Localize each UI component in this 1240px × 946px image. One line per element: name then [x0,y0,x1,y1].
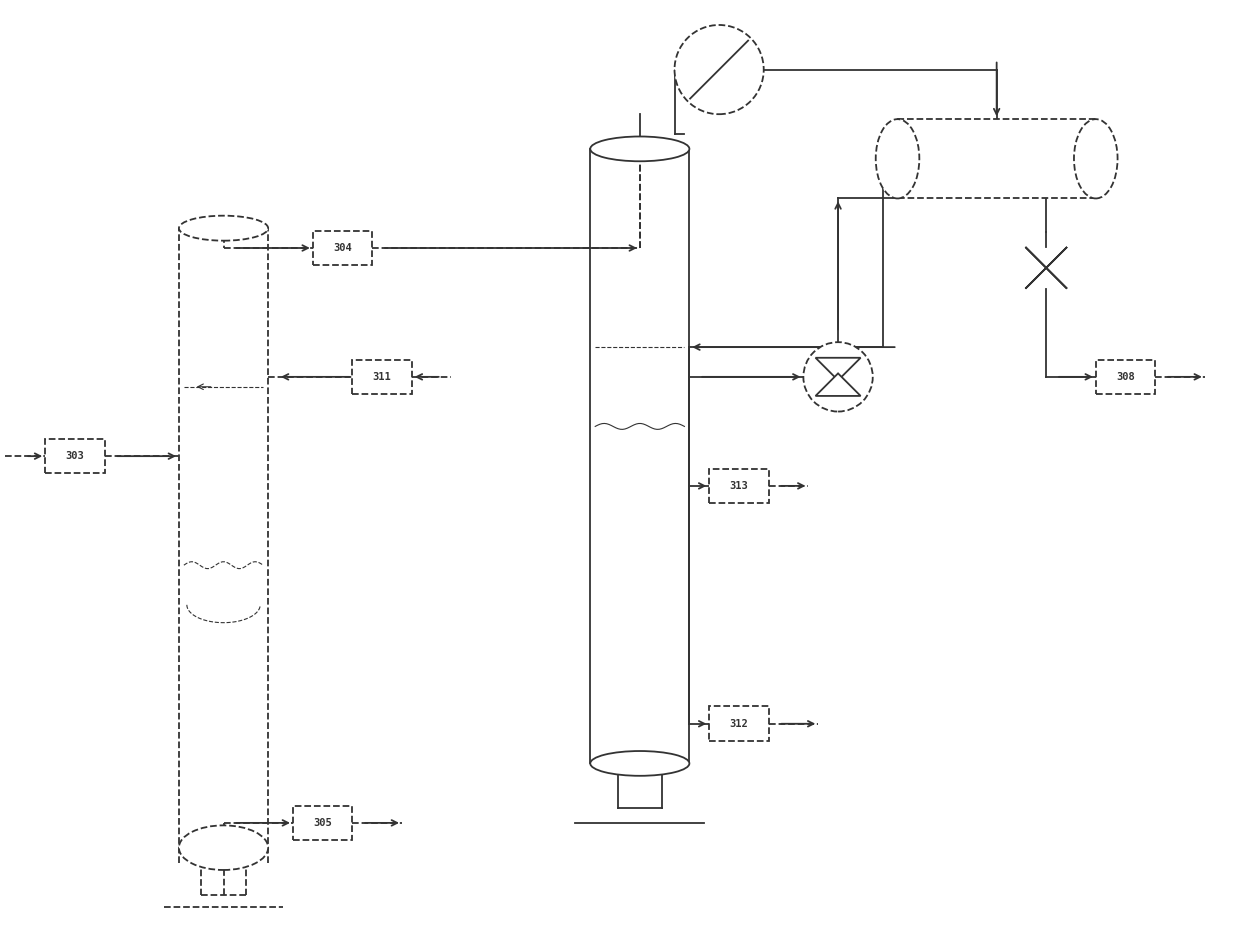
Ellipse shape [875,119,919,199]
Text: 311: 311 [373,372,392,382]
Ellipse shape [590,751,689,776]
Text: 313: 313 [729,481,748,491]
Bar [898,119,1096,199]
Bar [1096,359,1156,394]
Bar [709,468,769,503]
Text: 305: 305 [314,818,332,828]
Bar [709,707,769,741]
Circle shape [675,25,764,114]
Bar [312,231,372,265]
Ellipse shape [179,216,268,240]
Ellipse shape [590,136,689,161]
Text: 304: 304 [334,243,352,253]
Ellipse shape [1074,119,1117,199]
Bar [293,806,352,840]
Polygon shape [1025,247,1068,289]
Bar [45,439,104,474]
Ellipse shape [179,825,268,870]
Text: 308: 308 [1116,372,1135,382]
Polygon shape [816,358,861,380]
Polygon shape [816,374,861,396]
Polygon shape [1025,247,1068,289]
Circle shape [804,342,873,412]
Text: 303: 303 [66,451,84,461]
Text: 312: 312 [729,719,748,728]
Bar [352,359,412,394]
